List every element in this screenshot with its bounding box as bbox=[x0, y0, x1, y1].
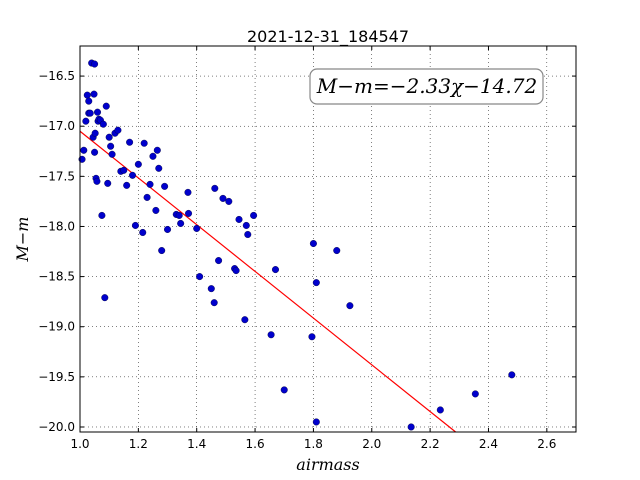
data-point bbox=[102, 102, 110, 110]
data-point bbox=[153, 146, 161, 154]
data-point bbox=[149, 152, 157, 160]
x-tick-label: 1.2 bbox=[129, 437, 148, 451]
data-point bbox=[139, 228, 147, 236]
data-point bbox=[86, 109, 94, 117]
x-axis-label: airmass bbox=[296, 455, 359, 474]
data-point bbox=[271, 266, 279, 274]
data-point bbox=[241, 316, 249, 324]
equation-annotation: M−m=−2.33χ−14.72 bbox=[309, 68, 544, 105]
data-point bbox=[312, 279, 320, 287]
data-point bbox=[80, 146, 88, 154]
data-point bbox=[129, 171, 137, 179]
data-point bbox=[407, 423, 415, 431]
data-point bbox=[108, 150, 116, 158]
data-point bbox=[93, 177, 101, 185]
y-tick-label: −18.0 bbox=[38, 219, 75, 233]
y-tick-label: −18.5 bbox=[38, 270, 75, 284]
data-point bbox=[99, 120, 107, 128]
data-point bbox=[152, 206, 160, 214]
x-tick-label: 1.6 bbox=[246, 437, 265, 451]
data-point bbox=[131, 221, 139, 229]
data-point bbox=[120, 166, 128, 174]
x-tick-label: 2.6 bbox=[537, 437, 556, 451]
data-point bbox=[207, 285, 215, 293]
data-point bbox=[107, 142, 115, 150]
data-point bbox=[91, 148, 99, 156]
data-point bbox=[312, 418, 320, 426]
equation-box bbox=[309, 68, 544, 105]
x-tick-label: 1.4 bbox=[187, 437, 206, 451]
data-point bbox=[98, 211, 106, 219]
data-point bbox=[184, 188, 192, 196]
data-point bbox=[161, 182, 169, 190]
data-point bbox=[196, 273, 204, 281]
data-point bbox=[333, 247, 341, 255]
data-point bbox=[175, 211, 183, 219]
data-point bbox=[215, 257, 223, 265]
data-points bbox=[78, 59, 516, 431]
data-point bbox=[267, 331, 275, 339]
chart-title: 2021-12-31_184547 bbox=[247, 27, 409, 47]
y-tick-label: −16.5 bbox=[38, 69, 75, 83]
x-tick-label: 2.0 bbox=[362, 437, 381, 451]
y-tick-label: −20.0 bbox=[38, 420, 75, 434]
x-tick-label: 1.8 bbox=[304, 437, 323, 451]
data-point bbox=[140, 139, 148, 147]
y-tick-label: −19.5 bbox=[38, 370, 75, 384]
data-point bbox=[101, 294, 109, 302]
data-point bbox=[164, 225, 172, 233]
data-point bbox=[219, 194, 227, 202]
data-point bbox=[85, 97, 93, 105]
data-point bbox=[471, 390, 479, 398]
x-tick-label: 1.0 bbox=[70, 437, 89, 451]
data-point bbox=[105, 133, 113, 141]
data-point bbox=[91, 129, 99, 137]
x-tick-label: 2.2 bbox=[421, 437, 440, 451]
data-point bbox=[508, 371, 516, 379]
data-point bbox=[94, 108, 102, 116]
y-axis-label: M−m bbox=[13, 217, 32, 263]
data-point bbox=[193, 224, 201, 232]
fit-line bbox=[79, 130, 457, 433]
data-point bbox=[242, 221, 250, 229]
data-point bbox=[346, 302, 354, 310]
data-point bbox=[82, 117, 90, 125]
data-point bbox=[123, 181, 131, 189]
plot-frame bbox=[79, 45, 577, 433]
equation-text: M−m=−2.33χ−14.72 bbox=[316, 74, 537, 98]
data-point bbox=[146, 180, 154, 188]
x-tick-label: 2.4 bbox=[479, 437, 498, 451]
y-tick-label: −19.0 bbox=[38, 320, 75, 334]
data-point bbox=[126, 138, 134, 146]
data-point bbox=[280, 386, 288, 394]
y-tick-label: −17.0 bbox=[38, 119, 75, 133]
data-point bbox=[225, 197, 233, 205]
data-point bbox=[177, 219, 185, 227]
data-point bbox=[211, 184, 219, 192]
axis-ticks: 1.0 1.2 1.4 1.6 1.8 2.0 2.2 2.4 2.6 −16.5 −17.0 −17… bbox=[38, 46, 576, 451]
data-point bbox=[309, 240, 317, 248]
data-point bbox=[185, 209, 193, 217]
data-point bbox=[436, 406, 444, 414]
data-point bbox=[155, 164, 163, 172]
data-point bbox=[104, 179, 112, 187]
data-point bbox=[244, 230, 252, 238]
data-point bbox=[134, 160, 142, 168]
data-point bbox=[83, 91, 91, 99]
data-point bbox=[114, 126, 122, 134]
data-point bbox=[210, 299, 218, 307]
data-point bbox=[250, 211, 258, 219]
data-point bbox=[90, 90, 98, 98]
data-point bbox=[143, 193, 151, 201]
data-point bbox=[158, 247, 166, 255]
data-point bbox=[308, 333, 316, 341]
data-point bbox=[232, 267, 240, 275]
data-point bbox=[91, 60, 99, 68]
data-point bbox=[235, 215, 243, 223]
fit-line-group bbox=[79, 130, 457, 433]
y-tick-label: −17.5 bbox=[38, 169, 75, 183]
